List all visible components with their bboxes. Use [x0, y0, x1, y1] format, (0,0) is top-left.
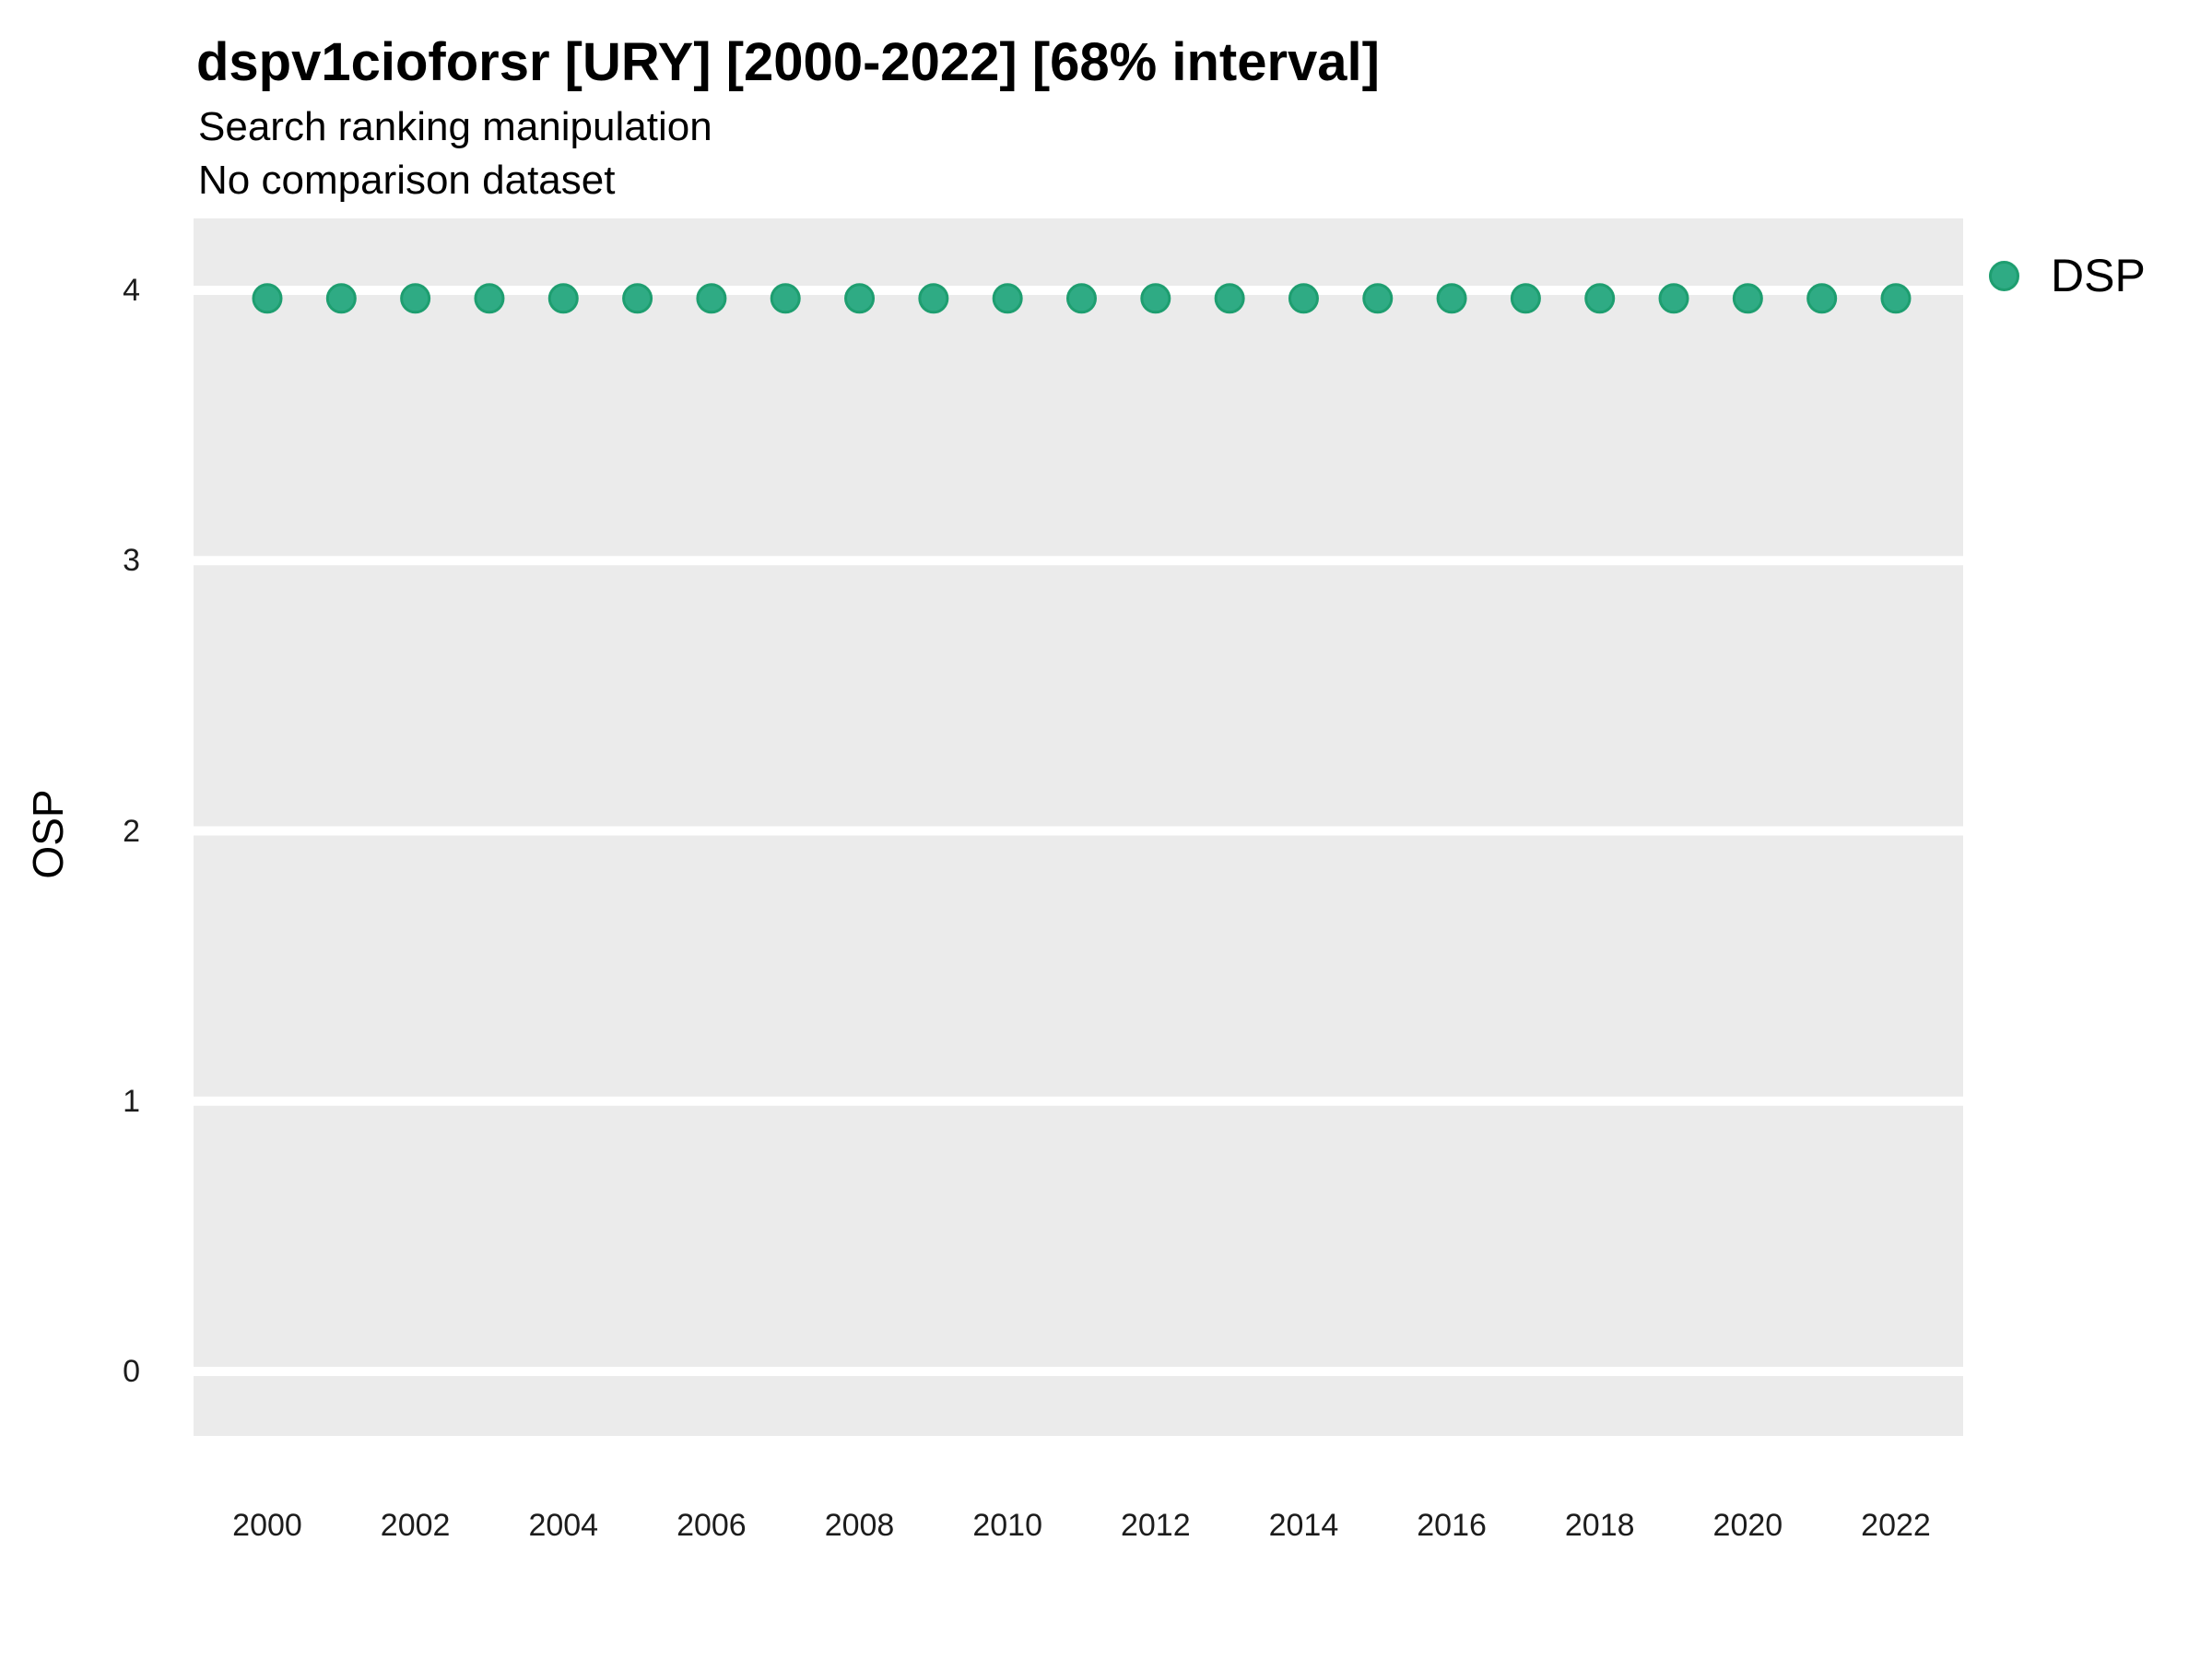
x-tick-label-2006: 2006: [677, 1508, 747, 1543]
data-point-2000: [252, 283, 283, 314]
x-tick-label-2010: 2010: [972, 1508, 1042, 1543]
plot-panel: [194, 218, 1963, 1436]
data-point-2016: [1436, 283, 1467, 314]
data-point-2006: [696, 283, 727, 314]
x-tick-label-2016: 2016: [1417, 1508, 1487, 1543]
plot-area: [194, 283, 1963, 1376]
data-point-2014: [1288, 283, 1319, 314]
legend-label: DSP: [2051, 250, 2146, 301]
data-point-2019: [1658, 283, 1689, 314]
chart-note: No comparison dataset: [198, 158, 616, 203]
data-point-2005: [622, 283, 653, 314]
x-tick-label-2008: 2008: [824, 1508, 895, 1543]
x-tick-label-2014: 2014: [1268, 1508, 1339, 1543]
data-point-2012: [1140, 283, 1171, 314]
y-tick-label-1: 1: [123, 1083, 140, 1119]
x-tick-label-2000: 2000: [232, 1508, 302, 1543]
data-point-2004: [547, 283, 579, 314]
x-tick-label-2020: 2020: [1712, 1508, 1783, 1543]
data-point-2010: [992, 283, 1023, 314]
legend-point-icon: [1989, 260, 2019, 291]
data-point-2022: [1880, 283, 1912, 314]
data-point-2001: [325, 283, 357, 314]
x-tick-label-2022: 2022: [1861, 1508, 1931, 1543]
data-point-2007: [770, 283, 801, 314]
chart-title: dspv1cioforsr [URY] [2000-2022] [68% int…: [196, 32, 1380, 92]
data-point-2008: [844, 283, 876, 314]
data-point-2003: [474, 283, 505, 314]
data-point-2009: [918, 283, 949, 314]
y-tick-label-3: 3: [123, 543, 140, 579]
data-point-2021: [1806, 283, 1838, 314]
data-point-2020: [1732, 283, 1763, 314]
y-tick-label-2: 2: [123, 813, 140, 849]
data-point-2013: [1214, 283, 1245, 314]
x-tick-label-2004: 2004: [528, 1508, 599, 1543]
x-tick-label-2002: 2002: [380, 1508, 451, 1543]
y-tick-label-4: 4: [123, 273, 140, 308]
data-point-2015: [1362, 283, 1394, 314]
y-tick-label-0: 0: [123, 1354, 140, 1389]
chart-subtitle: Search ranking manipulation: [198, 104, 712, 149]
x-tick-label-2018: 2018: [1564, 1508, 1635, 1543]
data-point-2011: [1065, 283, 1097, 314]
data-point-2017: [1510, 283, 1541, 314]
data-point-2018: [1584, 283, 1616, 314]
legend: DSP: [1989, 249, 2146, 302]
x-tick-label-2012: 2012: [1120, 1508, 1191, 1543]
data-point-2002: [400, 283, 431, 314]
